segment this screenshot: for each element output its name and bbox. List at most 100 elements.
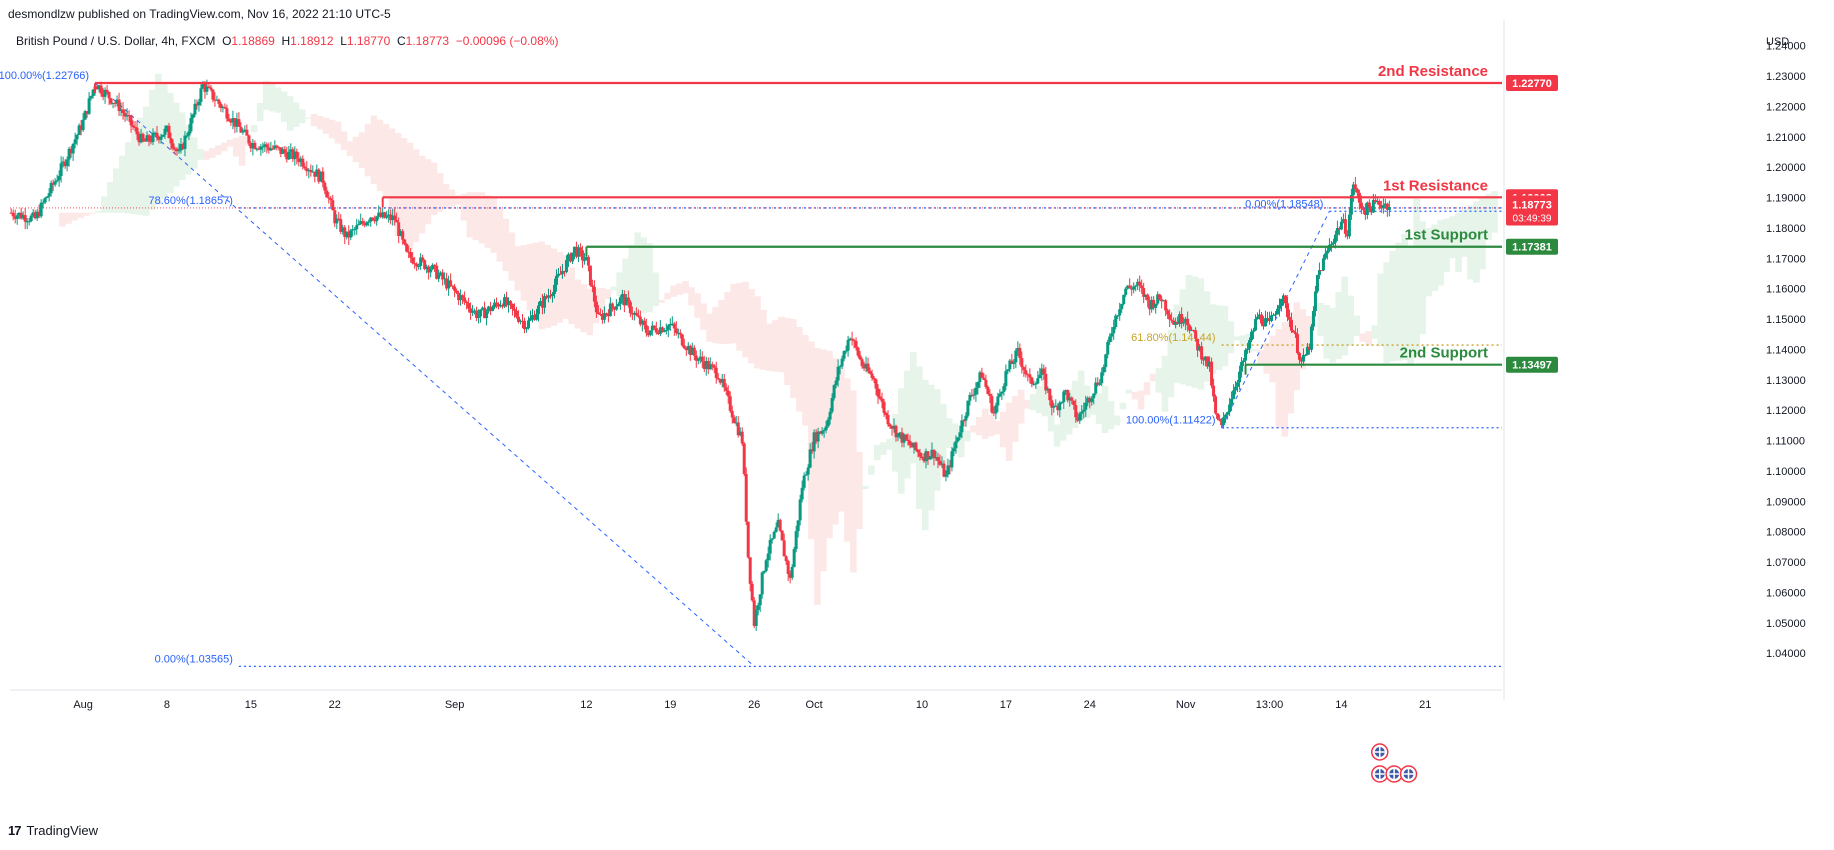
candle <box>986 385 990 395</box>
candle <box>794 525 798 553</box>
candle <box>1088 396 1092 409</box>
candle <box>473 308 477 315</box>
candle-body <box>728 396 732 411</box>
cloud-segment <box>868 465 875 475</box>
candle-body <box>1042 368 1046 374</box>
candle-body <box>391 215 395 221</box>
candle-body <box>614 306 618 310</box>
cloud-segment <box>65 212 72 224</box>
candle-body <box>532 315 536 320</box>
candle <box>1058 400 1062 418</box>
candle-body <box>201 83 205 89</box>
candle-body <box>363 223 367 226</box>
candle <box>415 262 419 272</box>
candle-body <box>273 145 277 149</box>
candle-body <box>838 366 842 368</box>
candle <box>732 415 736 424</box>
symbol-title[interactable]: British Pound / U.S. Dollar, 4h, FXCM <box>16 34 216 48</box>
cloud-segment <box>1029 394 1037 411</box>
time-tick-label: 19 <box>664 699 676 711</box>
candle-body <box>686 345 690 351</box>
candle <box>157 135 161 144</box>
candle <box>650 321 654 336</box>
candle <box>465 300 469 310</box>
cloud-segment <box>1221 305 1229 367</box>
candle-body <box>898 432 902 434</box>
price-tick-label: 1.12000 <box>1766 405 1806 417</box>
candle-body <box>1341 219 1345 222</box>
cloud-segment <box>796 327 803 412</box>
cloud-segment <box>760 309 767 370</box>
candle <box>864 356 868 373</box>
candle-body <box>307 169 311 172</box>
candle <box>638 310 642 327</box>
cloud-segment <box>1077 370 1085 422</box>
candle <box>1084 395 1088 418</box>
candle <box>169 132 173 150</box>
candle-body <box>129 115 133 126</box>
candle-body <box>894 425 898 438</box>
cloud-segment <box>1173 304 1181 383</box>
candle <box>1277 298 1281 317</box>
cloud-segment <box>196 148 204 160</box>
candle-body <box>590 285 594 287</box>
candle-body <box>672 323 676 329</box>
candle <box>345 231 349 240</box>
candle <box>127 110 131 122</box>
candle <box>507 297 511 313</box>
candle <box>471 304 475 316</box>
candle-body <box>141 133 145 141</box>
candle <box>1060 401 1064 405</box>
candle-body <box>1317 270 1321 276</box>
tradingview-brand[interactable]: 17 TradingView <box>8 823 98 838</box>
cloud-segment <box>1347 295 1354 346</box>
candle-body <box>1385 203 1389 210</box>
candle-body <box>283 149 287 153</box>
fib-level-label: 0.00%(1.18548) <box>1245 198 1323 210</box>
candle-body <box>592 286 596 302</box>
candle-body <box>976 382 980 388</box>
candle <box>1032 380 1036 386</box>
candle <box>1367 199 1371 213</box>
candle-body <box>1202 359 1206 361</box>
candle <box>570 252 574 265</box>
candle-body <box>439 272 443 275</box>
candle-body <box>846 340 850 351</box>
candle-body <box>355 225 359 230</box>
candle-body <box>259 146 263 150</box>
candle-body <box>814 432 818 442</box>
candle <box>762 570 766 575</box>
candle-body <box>223 107 227 109</box>
candle-body <box>179 144 183 151</box>
candle-body <box>9 212 13 214</box>
candle-body <box>874 379 878 389</box>
candle <box>519 319 523 325</box>
cloud-segment <box>484 195 492 248</box>
candle-body <box>329 198 333 201</box>
candle-body <box>1144 294 1148 297</box>
candle <box>445 272 449 291</box>
candle <box>702 355 706 373</box>
candle <box>1048 388 1052 406</box>
candle <box>109 97 113 106</box>
candle-body <box>1090 398 1094 403</box>
cloud-segment <box>262 80 270 110</box>
candle <box>538 297 542 307</box>
candle <box>818 431 822 435</box>
candle-body <box>485 311 489 319</box>
candle-body <box>924 451 928 462</box>
candle <box>1285 296 1289 322</box>
candle <box>1034 381 1038 389</box>
candle <box>191 113 195 124</box>
candle-body <box>441 272 445 280</box>
candle <box>221 105 225 113</box>
candle <box>19 207 23 220</box>
candle <box>910 442 914 448</box>
candle-body <box>688 345 692 355</box>
cloud-segment <box>1005 402 1013 461</box>
candle-body <box>718 379 722 383</box>
time-tick-label: 26 <box>748 699 760 711</box>
candle-body <box>872 377 876 380</box>
candle-body <box>1010 360 1014 364</box>
